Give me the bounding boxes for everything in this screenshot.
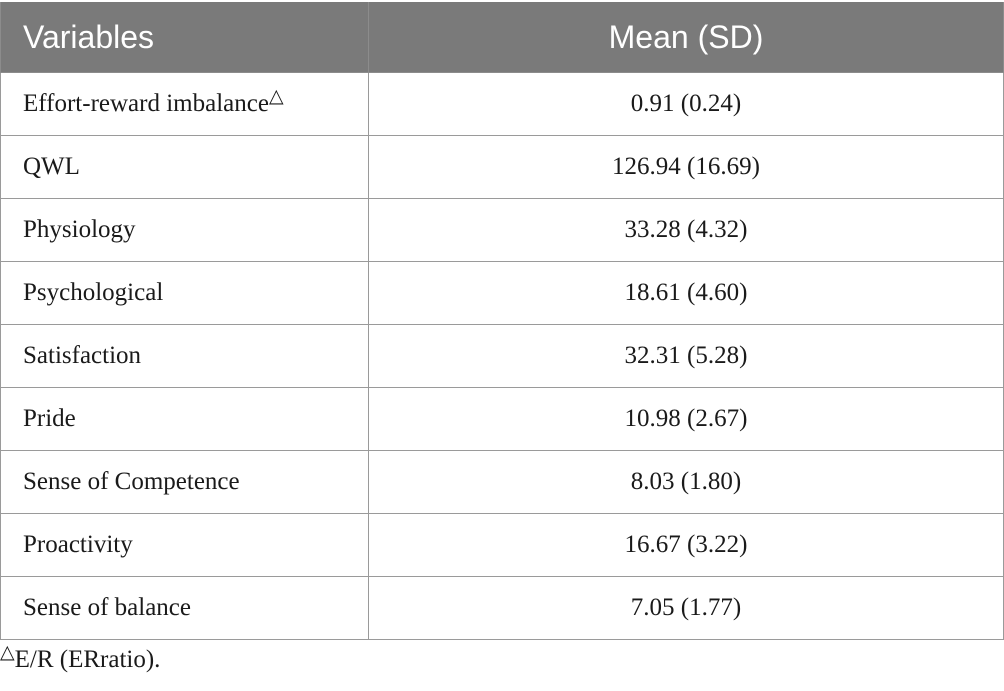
variable-cell: Psychological [0,261,369,325]
value-cell: 32.31 (5.28) [368,324,1004,388]
variable-label: Effort-reward imbalance [23,90,269,117]
table-header: Variables Mean (SD) [0,2,1004,73]
footnote-marker: △ [268,86,284,107]
table-row: Proactivity 16.67 (3.22) [0,513,1004,577]
table-row: Sense of balance 7.05 (1.77) [0,576,1004,640]
header-mean-sd: Mean (SD) [368,2,1004,73]
variable-cell: Satisfaction [0,324,369,388]
variable-cell: Sense of balance [0,576,369,640]
value-cell: 10.98 (2.67) [368,387,1004,451]
variables-table: Variables Mean (SD) Effort-reward imbala… [0,2,1004,640]
header-variables: Variables [0,2,369,73]
value-cell: 16.67 (3.22) [368,513,1004,577]
value-cell: 0.91 (0.24) [368,72,1004,136]
value-cell: 18.61 (4.60) [368,261,1004,325]
variable-cell: QWL [0,135,369,199]
table-row: Satisfaction 32.31 (5.28) [0,324,1004,388]
variable-cell: Pride [0,387,369,451]
value-cell: 8.03 (1.80) [368,450,1004,514]
variable-cell: Sense of Competence [0,450,369,514]
table-row: Pride 10.98 (2.67) [0,387,1004,451]
table-row: Psychological 18.61 (4.60) [0,261,1004,325]
data-table-container: Variables Mean (SD) Effort-reward imbala… [0,2,1004,640]
variable-cell: Physiology [0,198,369,262]
variable-cell: Proactivity [0,513,369,577]
value-cell: 7.05 (1.77) [368,576,1004,640]
table-row: Effort-reward imbalance△ 0.91 (0.24) [0,72,1004,136]
table-body: Effort-reward imbalance△ 0.91 (0.24) QWL… [0,72,1004,640]
value-cell: 126.94 (16.69) [368,135,1004,199]
variable-cell: Effort-reward imbalance△ [0,72,369,136]
table-footnote: △E/R (ERratio). [0,643,161,674]
table-row: Physiology 33.28 (4.32) [0,198,1004,262]
header-row: Variables Mean (SD) [0,2,1004,73]
value-cell: 33.28 (4.32) [368,198,1004,262]
table-row: Sense of Competence 8.03 (1.80) [0,450,1004,514]
table-row: QWL 126.94 (16.69) [0,135,1004,199]
footnote-text: E/R (ERratio). [14,646,161,673]
footnote-marker: △ [0,642,15,663]
